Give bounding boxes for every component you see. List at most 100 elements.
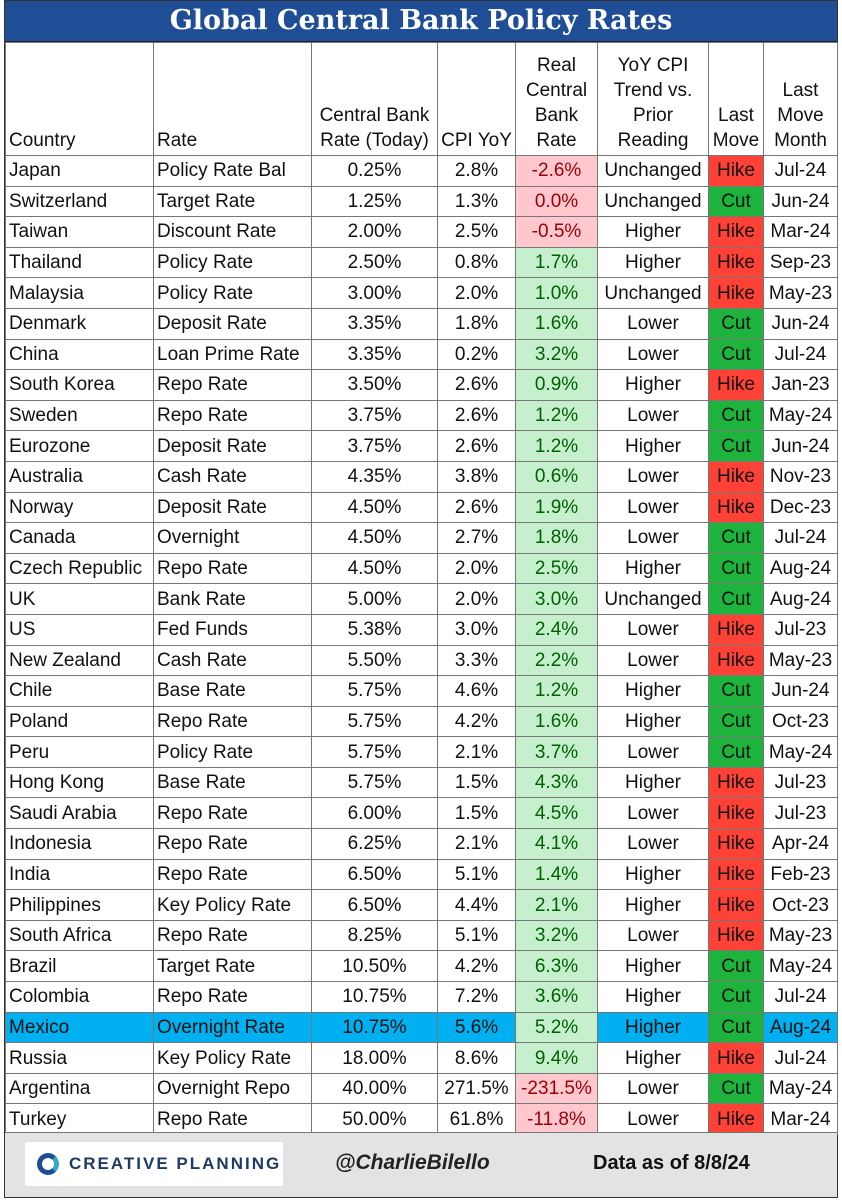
table-cell: -231.5%	[515, 1072, 598, 1105]
table-card: Global Central Bank Policy Rates Country…	[4, 0, 838, 1198]
table-cell: 6.50%	[311, 889, 438, 921]
table-row: UK Bank Rate 5.00% 2.0% 3.0% Unchanged Cut Aug-…	[5, 583, 838, 615]
table-cell: 2.00%	[311, 216, 438, 248]
table-cell: Aug-24	[763, 1011, 838, 1044]
footer: CREATIVE PLANNING @CharlieBilello Data a…	[5, 1132, 837, 1197]
table-cell: 4.2%	[437, 705, 516, 738]
table-cell: Higher	[597, 216, 709, 248]
table-cell: 1.4%	[515, 858, 598, 891]
table-cell: Aug-24	[763, 552, 838, 585]
table-cell: Jun-24	[763, 430, 838, 462]
table-cell: 2.0%	[437, 552, 516, 585]
table-cell: 1.7%	[515, 246, 598, 279]
table-row: Argentina Overnight Repo 40.00% 271.5% -231.…	[5, 1072, 838, 1105]
column-header: Last Move Month	[763, 42, 838, 156]
table-cell: Czech Republic	[5, 552, 154, 585]
table-cell: Canada	[5, 522, 154, 554]
table-cell: 5.00%	[311, 583, 438, 615]
table-cell: Policy Rate	[153, 277, 312, 309]
table-cell: Deposit Rate	[153, 307, 312, 340]
table-cell: 3.0%	[515, 583, 598, 615]
table-cell: 5.75%	[311, 705, 438, 738]
table-cell: 40.00%	[311, 1072, 438, 1105]
table-cell: Repo Rate	[153, 828, 312, 860]
table-cell: 6.25%	[311, 828, 438, 860]
table-cell: 5.1%	[437, 919, 516, 952]
table-cell: 2.5%	[437, 216, 516, 248]
table-cell: 3.00%	[311, 277, 438, 309]
table-cell: 0.0%	[515, 185, 598, 218]
table-row: Eurozone Deposit Rate 3.75% 2.6% 1.2% Higher C…	[5, 430, 838, 462]
table-cell: 6.00%	[311, 797, 438, 830]
table-cell: 1.9%	[515, 491, 598, 524]
table-cell: 271.5%	[437, 1072, 516, 1105]
table-cell: Policy Rate	[153, 736, 312, 768]
table-cell: Bank Rate	[153, 583, 312, 615]
table-cell: Cut	[708, 552, 764, 585]
table-cell: Target Rate	[153, 950, 312, 983]
table-row: Malaysia Policy Rate 3.00% 2.0% 1.0% Unchange…	[5, 277, 838, 309]
table-cell: Deposit Rate	[153, 491, 312, 524]
table-cell: 0.6%	[515, 460, 598, 493]
table-cell: Jan-23	[763, 369, 838, 401]
table-cell: 5.75%	[311, 675, 438, 707]
table-cell: 2.7%	[437, 522, 516, 554]
table-cell: Higher	[597, 981, 709, 1013]
table-cell: Lower	[597, 1103, 709, 1135]
table-cell: Higher	[597, 1011, 709, 1044]
table-cell: 1.8%	[437, 307, 516, 340]
table-cell: 3.50%	[311, 369, 438, 401]
table-cell: Sweden	[5, 399, 154, 432]
table-cell: Eurozone	[5, 430, 154, 462]
table-row: Thailand Policy Rate 2.50% 0.8% 1.7% Higher Hi…	[5, 246, 838, 279]
table-cell: Higher	[597, 1042, 709, 1074]
table-row: Philippines Key Policy Rate 6.50% 4.4% 2.1% H…	[5, 889, 838, 921]
table-cell: 50.00%	[311, 1103, 438, 1135]
table-cell: Apr-24	[763, 828, 838, 860]
table-cell: Higher	[597, 705, 709, 738]
table-cell: Cut	[708, 307, 764, 340]
table-cell: 1.0%	[515, 277, 598, 309]
column-header: CPI YoY	[437, 42, 516, 156]
table-cell: Hike	[708, 246, 764, 279]
table-row: Switzerland Target Rate 1.25% 1.3% 0.0% Uncha…	[5, 185, 838, 218]
table-cell: Unchanged	[597, 583, 709, 615]
table-cell: Philippines	[5, 889, 154, 921]
table-cell: 1.2%	[515, 399, 598, 432]
table-cell: Cut	[708, 430, 764, 462]
table-cell: Cut	[708, 583, 764, 615]
table-cell: Hike	[708, 858, 764, 891]
logo: CREATIVE PLANNING	[25, 1142, 283, 1186]
table-cell: 3.35%	[311, 307, 438, 340]
table-cell: 5.1%	[437, 858, 516, 891]
table-cell: Hike	[708, 491, 764, 524]
table-cell: South Africa	[5, 919, 154, 952]
table-cell: 2.8%	[437, 155, 516, 187]
table-cell: Repo Rate	[153, 705, 312, 738]
table-cell: Hike	[708, 460, 764, 493]
table-cell: 8.25%	[311, 919, 438, 952]
table-cell: Higher	[597, 369, 709, 401]
table-cell: China	[5, 338, 154, 371]
table-cell: 6.3%	[515, 950, 598, 983]
table-row: Czech Republic Repo Rate 4.50% 2.0% 2.5% High…	[5, 552, 838, 585]
table-cell: Peru	[5, 736, 154, 768]
table-cell: Lower	[597, 1072, 709, 1105]
table-row: Turkey Repo Rate 50.00% 61.8% -11.8% Lower Hik…	[5, 1103, 838, 1135]
table-cell: 1.6%	[515, 307, 598, 340]
table-cell: Cut	[708, 1011, 764, 1044]
table-cell: Higher	[597, 430, 709, 462]
table-cell: Loan Prime Rate	[153, 338, 312, 371]
table-cell: -2.6%	[515, 155, 598, 187]
table-cell: May-24	[763, 950, 838, 983]
table-cell: 3.0%	[437, 613, 516, 646]
table-cell: 1.2%	[515, 675, 598, 707]
logo-mark	[37, 1153, 59, 1175]
table-cell: Cut	[708, 981, 764, 1013]
table-cell: Jun-24	[763, 307, 838, 340]
table-cell: Cut	[708, 399, 764, 432]
table-cell: Lower	[597, 797, 709, 830]
table-cell: Lower	[597, 613, 709, 646]
table-cell: 1.6%	[515, 705, 598, 738]
